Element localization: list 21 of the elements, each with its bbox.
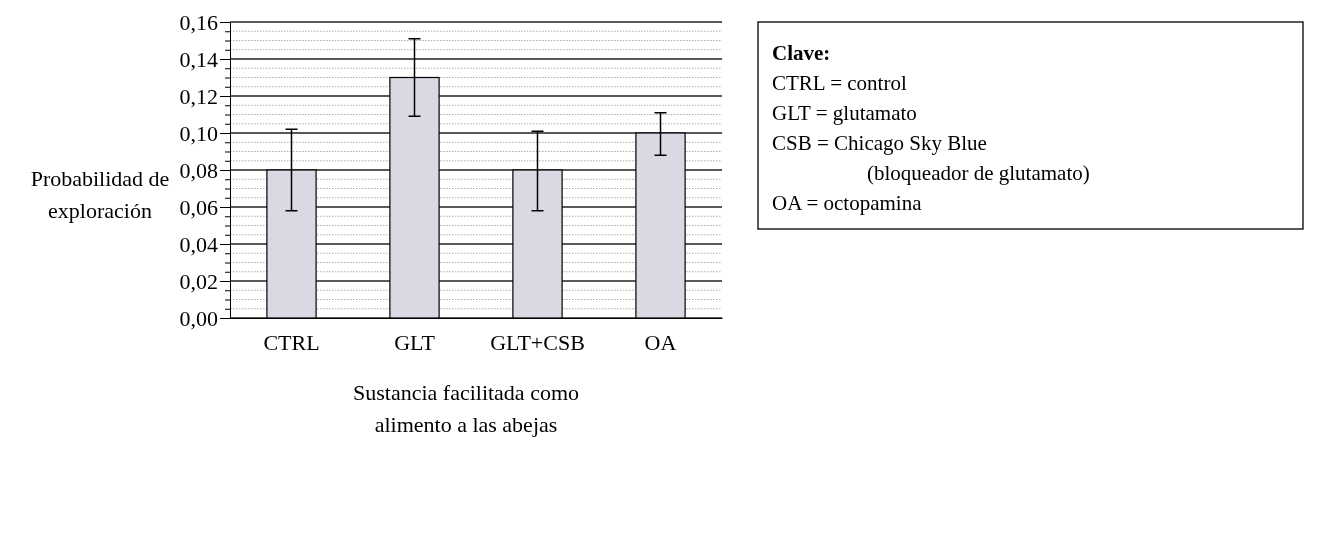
- text: Clave:: [772, 41, 831, 65]
- text: CTRL = control: [772, 71, 907, 95]
- x-tick-label: GLT+CSB: [490, 329, 585, 355]
- y-tick-label: 0,02: [179, 268, 218, 294]
- y-tick-label: 0,12: [179, 83, 218, 109]
- y-tick-label: 0,00: [179, 305, 218, 331]
- x-tick-label: CTRL: [263, 329, 320, 355]
- x-tick-label: OA: [644, 329, 677, 355]
- y-tick-label: 0,06: [179, 194, 218, 220]
- y-tick-label: 0,10: [179, 120, 218, 146]
- text: GLT = glutamato: [772, 101, 917, 125]
- y-tick-label: 0,14: [179, 46, 218, 72]
- y-tick-label: 0,16: [179, 9, 218, 35]
- text: CSB = Chicago Sky Blue: [772, 131, 987, 155]
- text: OA = octopamina: [772, 191, 923, 215]
- y-axis-title: Probabilidad de exploración: [30, 166, 170, 223]
- y-tick-label: 0,04: [179, 231, 218, 257]
- x-tick-label: GLT: [394, 329, 436, 355]
- text: (bloqueador de glutamato): [867, 161, 1090, 185]
- y-tick-label: 0,08: [179, 157, 218, 183]
- x-axis-title: Sustancia facilitada como alimento a las abejas: [352, 380, 580, 437]
